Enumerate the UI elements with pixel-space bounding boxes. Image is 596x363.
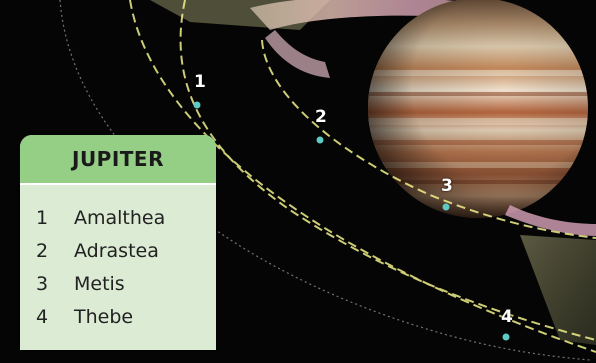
moon-label-4: 4: [501, 307, 513, 327]
orbit-outer-faint: [59, 0, 591, 361]
moon-label-1: 1: [194, 72, 206, 92]
gossamer-ring-region: [520, 235, 596, 345]
legend-item-name: Thebe: [74, 305, 134, 328]
ring-band-left: [265, 30, 330, 78]
legend-item-name: Metis: [74, 272, 125, 295]
moon-thebe-dot: [502, 333, 510, 341]
jupiter-planet: [368, 0, 588, 218]
legend-item-number: 2: [36, 239, 49, 262]
legend-item-number: 1: [36, 206, 49, 229]
legend-item-adrastea: 2 Adrastea: [20, 234, 216, 267]
legend-item-metis: 3 Metis: [20, 267, 216, 300]
moon-metis-dot: [442, 203, 450, 211]
moon-amalthea-dot: [193, 101, 201, 109]
legend-item-number: 4: [36, 305, 49, 328]
legend-list: 1 Amalthea 2 Adrastea 3 Metis 4 Thebe: [20, 185, 216, 333]
orbit-amalthea: [179, 0, 596, 341]
legend-title: JUPITER: [20, 135, 216, 185]
moon-adrastea-dot: [316, 136, 324, 144]
legend-item-amalthea: 1 Amalthea: [20, 201, 216, 234]
orbit-adrastea: [261, 39, 596, 239]
main-ring-front: [505, 205, 596, 236]
orbit-thebe: [129, 0, 596, 353]
legend-item-name: Adrastea: [74, 239, 159, 262]
legend-item-number: 3: [36, 272, 49, 295]
moon-label-3: 3: [441, 176, 453, 196]
legend-item-thebe: 4 Thebe: [20, 300, 216, 333]
legend-panel: JUPITER 1 Amalthea 2 Adrastea 3 Metis 4 …: [20, 135, 216, 350]
moon-label-2: 2: [315, 107, 327, 127]
legend-item-name: Amalthea: [74, 206, 166, 229]
